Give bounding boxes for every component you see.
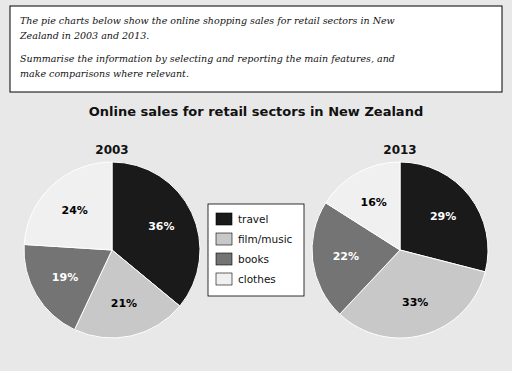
data-label: 22% <box>333 250 359 263</box>
data-label: 33% <box>402 296 428 309</box>
data-label: 29% <box>430 210 456 223</box>
slice <box>24 244 112 329</box>
legend: travel film/music books clothes <box>208 204 304 296</box>
chart: The pie charts below show the online sho… <box>0 0 512 371</box>
pie-title: 2013 <box>383 143 416 157</box>
pie: 29% 33% 22% 16% <box>312 162 488 338</box>
annotation: Zealand in 2003 and 2013. <box>19 30 149 41</box>
legend-entry: film/music <box>238 233 293 245</box>
legend-swatch <box>216 253 232 265</box>
legend-entry: clothes <box>238 273 276 285</box>
legend-entry: travel <box>238 213 268 225</box>
text-box: The pie charts below show the online sho… <box>10 6 502 92</box>
data-label: 24% <box>61 204 87 217</box>
legend-swatch <box>216 233 232 245</box>
title: Online sales for retail sectors in New Z… <box>89 104 423 119</box>
slice <box>326 162 400 250</box>
annotation: make comparisons where relevant. <box>20 68 189 79</box>
legend-entry: books <box>238 253 269 265</box>
slice <box>24 162 112 250</box>
data-label: 36% <box>148 220 174 233</box>
text-box-frame <box>10 6 502 92</box>
annotation: The pie charts below show the online sho… <box>20 15 395 26</box>
legend-frame <box>208 204 304 296</box>
data-label: 16% <box>361 196 387 209</box>
legend-swatch <box>216 273 232 285</box>
pie: 36% 21% 19% 24% <box>24 162 200 338</box>
annotation: Summarise the information by selecting a… <box>20 53 395 64</box>
pie-title: 2003 <box>95 143 128 157</box>
data-label: 19% <box>52 271 78 284</box>
data-label: 21% <box>111 297 137 310</box>
legend-swatch <box>216 213 232 225</box>
